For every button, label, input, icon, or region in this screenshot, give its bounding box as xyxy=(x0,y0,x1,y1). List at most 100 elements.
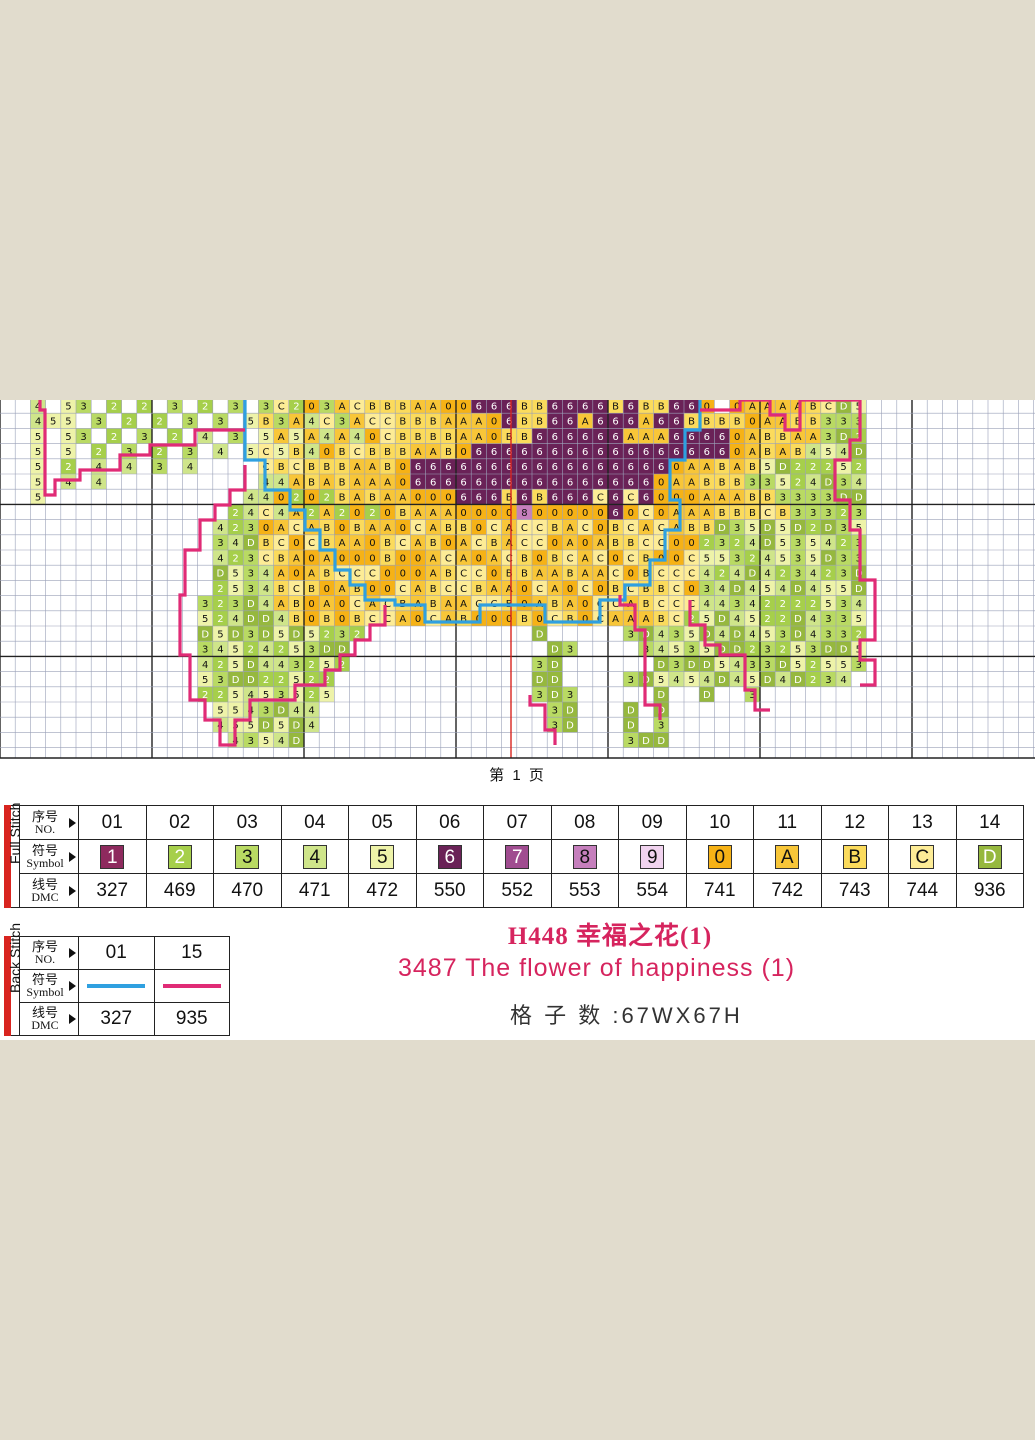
stitch-cell xyxy=(304,671,320,687)
stitch-cell xyxy=(516,428,532,444)
stitch-symbol: A xyxy=(749,401,756,412)
stitch-symbol: 3 xyxy=(156,462,162,473)
stitch-cell xyxy=(349,534,365,550)
stitch-cell xyxy=(471,519,487,535)
stitch-cell xyxy=(212,702,228,718)
stitch-symbol: 0 xyxy=(400,523,406,534)
stitch-symbol: 3 xyxy=(217,538,223,549)
stitch-cell xyxy=(228,656,244,672)
stitch-cell xyxy=(820,489,836,505)
stitch-cell xyxy=(638,400,654,414)
stitch-cell xyxy=(243,671,259,687)
stitch-symbol: 6 xyxy=(643,493,649,504)
stitch-cell xyxy=(608,443,624,459)
stitch-cell xyxy=(349,413,365,429)
stitch-symbol: 3 xyxy=(825,493,831,504)
stitch-cell xyxy=(182,413,198,429)
stitch-symbol: C xyxy=(688,599,695,610)
stitch-symbol: 3 xyxy=(840,629,846,640)
stitch-symbol: 2 xyxy=(278,645,284,656)
stitch-symbol: 3 xyxy=(825,614,831,625)
stitch-cell xyxy=(608,489,624,505)
stitch-cell xyxy=(592,428,608,444)
stitch-cell xyxy=(60,400,76,414)
stitch-cell xyxy=(30,458,46,474)
stitch-symbol: 6 xyxy=(491,493,497,504)
stitch-symbol: 4 xyxy=(248,508,254,519)
stitch-cell xyxy=(243,550,259,566)
stitch-cell xyxy=(775,550,791,566)
stitch-cell xyxy=(304,565,320,581)
stitch-cell xyxy=(805,400,821,414)
stitch-cell xyxy=(699,489,715,505)
stitch-symbol: 5 xyxy=(263,432,269,443)
stitch-symbol: 5 xyxy=(232,660,238,671)
stitch-symbol: 0 xyxy=(324,447,330,458)
stitch-cell xyxy=(319,595,335,611)
stitch-cell xyxy=(516,458,532,474)
stitch-symbol: 0 xyxy=(308,553,314,564)
stitch-symbol: 4 xyxy=(308,417,314,428)
stitch-symbol: 2 xyxy=(339,660,345,671)
stitch-symbol: B xyxy=(643,401,650,412)
stitch-cell xyxy=(699,519,715,535)
stitch-cell xyxy=(714,534,730,550)
stitch-symbol: 3 xyxy=(840,599,846,610)
stitch-cell xyxy=(820,565,836,581)
stitch-symbol: A xyxy=(551,584,558,595)
stitch-symbol: 5 xyxy=(217,629,223,640)
stitch-symbol: B xyxy=(263,538,270,549)
stitch-cell xyxy=(714,610,730,626)
stitch-cell xyxy=(638,443,654,459)
stitch-symbol: 5 xyxy=(810,553,816,564)
stitch-cell xyxy=(547,534,563,550)
stitch-symbol: B xyxy=(293,614,300,625)
stitch-cell xyxy=(425,489,441,505)
stitch-cell xyxy=(380,458,396,474)
stitch-cell xyxy=(319,489,335,505)
stitch-cell xyxy=(790,504,806,520)
stitch-symbol: 5 xyxy=(749,614,755,625)
stitch-symbol: D xyxy=(293,721,301,732)
stitch-symbol: 2 xyxy=(354,629,360,640)
stitch-symbol: 3 xyxy=(810,508,816,519)
stitch-symbol: 6 xyxy=(673,401,679,412)
stitch-symbol: A xyxy=(354,417,361,428)
stitch-symbol: C xyxy=(399,538,406,549)
stitch-symbol: 3 xyxy=(567,690,573,701)
stitch-symbol: 4 xyxy=(658,645,664,656)
stitch-symbol: 6 xyxy=(597,477,603,488)
stitch-symbol: 4 xyxy=(278,736,284,747)
page-label: 第 1 页 xyxy=(489,767,546,784)
stitch-symbol: B xyxy=(415,417,422,428)
stitch-symbol: 3 xyxy=(248,569,254,580)
stitch-symbol: A xyxy=(278,523,285,534)
stitch-cell xyxy=(288,474,304,490)
stitch-symbol: 2 xyxy=(308,690,314,701)
stitch-cell xyxy=(349,428,365,444)
stitch-cell xyxy=(744,504,760,520)
stitch-symbol: D xyxy=(764,675,772,686)
stitch-cell xyxy=(243,413,259,429)
stitch-symbol: 0 xyxy=(597,523,603,534)
stitch-cell xyxy=(273,580,289,596)
stitch-symbol: 3 xyxy=(172,401,178,412)
stitch-symbol: A xyxy=(703,508,710,519)
stitch-symbol: D xyxy=(840,401,848,412)
stitch-symbol: B xyxy=(749,508,756,519)
stitch-cell xyxy=(334,458,350,474)
stitch-cell xyxy=(836,428,852,444)
stitch-cell xyxy=(623,732,639,748)
stitch-symbol: D xyxy=(566,705,574,716)
stitch-symbol: A xyxy=(612,614,619,625)
stitch-symbol: 5 xyxy=(856,614,862,625)
stitch-symbol: 0 xyxy=(673,493,679,504)
stitch-cell xyxy=(425,565,441,581)
stitch-symbol: A xyxy=(810,432,817,443)
color-swatch-14: D xyxy=(977,844,1002,869)
stitch-cell xyxy=(288,595,304,611)
stitch-cell xyxy=(334,595,350,611)
stitch-cell xyxy=(623,671,639,687)
stitch-symbol: D xyxy=(293,736,301,747)
stitch-symbol: B xyxy=(369,401,376,412)
